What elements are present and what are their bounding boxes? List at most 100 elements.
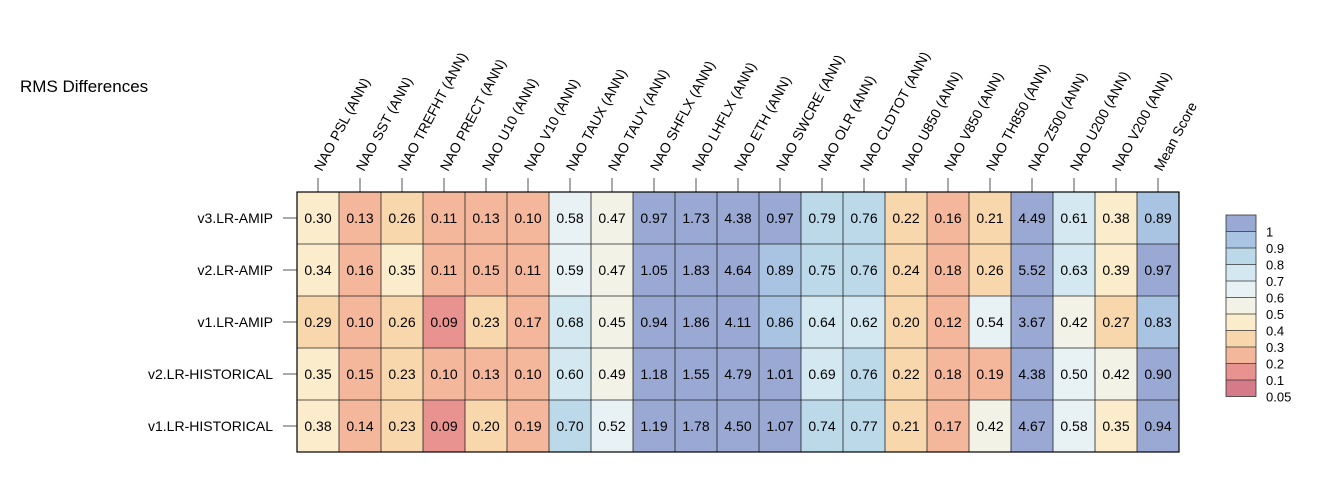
cell-value-label: 0.20 (472, 418, 499, 434)
cell-value-label: 0.52 (598, 418, 625, 434)
cell-value-label: 0.26 (388, 210, 415, 226)
heatmap-cells: 0.30 0.13 0.26 0.11 0.13 0.10 0.58 0.47 0.97 1.73… (296, 191, 1180, 453)
colorbar-swatch (1226, 264, 1256, 281)
heatmap-cell (759, 348, 801, 400)
cell-value-label: 0.39 (1102, 262, 1129, 278)
colorbar-swatch (1226, 330, 1256, 347)
cell-value-label: 0.35 (304, 366, 331, 382)
colorbar-label: 1 (1266, 225, 1273, 240)
cell-value-label: 0.21 (976, 210, 1003, 226)
column-labels: NAO PSL (ANN)NAO SST (ANN)NAO TREFHT (AN… (311, 49, 1200, 192)
heatmap-cell (339, 296, 381, 348)
heatmap-cell (297, 244, 339, 296)
heatmap-cell (507, 348, 549, 400)
cell-value-label: 1.83 (682, 262, 709, 278)
cell-value-label: 0.49 (598, 366, 625, 382)
cell-value-label: 4.38 (1018, 366, 1045, 382)
cell-value-label: 0.97 (640, 210, 667, 226)
cell-value-label: 1.18 (640, 366, 667, 382)
heatmap-cell (885, 400, 927, 452)
cell-value-label: 0.27 (1102, 314, 1129, 330)
cell-value-label: 0.47 (598, 210, 625, 226)
colorbar-swatch (1226, 215, 1256, 232)
cell-value-label: 0.24 (892, 262, 919, 278)
heatmap-cell (969, 244, 1011, 296)
cell-value-label: 0.76 (850, 262, 877, 278)
cell-value-label: 0.94 (640, 314, 667, 330)
cell-value-label: 1.73 (682, 210, 709, 226)
heatmap-cell (1011, 192, 1053, 244)
heatmap-cell (465, 348, 507, 400)
heatmap-cell (927, 192, 969, 244)
heatmap-cell (507, 192, 549, 244)
cell-value-label: 0.54 (976, 314, 1003, 330)
cell-value-label: 0.89 (1144, 210, 1171, 226)
heatmap-cell (1137, 400, 1179, 452)
cell-value-label: 0.94 (1144, 418, 1171, 434)
cell-value-label: 4.79 (724, 366, 751, 382)
cell-value-label: 0.20 (892, 314, 919, 330)
heatmap-cell (381, 348, 423, 400)
colorbar-label: 0.9 (1266, 241, 1284, 256)
heatmap-cell (1011, 244, 1053, 296)
colorbar-swatch (1226, 297, 1256, 314)
row-labels: v3.LR-AMIP v2.LR-AMIP v1.LR-AMIP v2.LR-HIST… (148, 210, 297, 434)
cell-value-label: 1.01 (766, 366, 793, 382)
row-label: v2.LR-HISTORICAL (148, 366, 273, 382)
heatmap-cell (591, 348, 633, 400)
heatmap-cell (591, 296, 633, 348)
heatmap-cell (549, 192, 591, 244)
heatmap-cell (759, 296, 801, 348)
heatmap-cell (1095, 244, 1137, 296)
heatmap-cell (339, 192, 381, 244)
heatmap-cell (969, 348, 1011, 400)
heatmap-cell (885, 192, 927, 244)
heatmap-cell (1011, 296, 1053, 348)
heatmap-cell (759, 400, 801, 452)
colorbar-label: 0.5 (1266, 307, 1284, 322)
cell-value-label: 0.17 (514, 314, 541, 330)
cell-value-label: 0.83 (1144, 314, 1171, 330)
cell-value-label: 0.21 (892, 418, 919, 434)
heatmap-cell (1053, 400, 1095, 452)
cell-value-label: 0.61 (1060, 210, 1087, 226)
heatmap-cell (1137, 296, 1179, 348)
heatmap-cell (591, 192, 633, 244)
cell-value-label: 0.35 (388, 262, 415, 278)
cell-value-label: 0.89 (766, 262, 793, 278)
colorbar-label: 0.1 (1266, 373, 1284, 388)
heatmap-cell (339, 348, 381, 400)
row-label: v2.LR-AMIP (198, 262, 273, 278)
cell-value-label: 4.50 (724, 418, 751, 434)
heatmap-cell (675, 400, 717, 452)
heatmap-cell (1095, 296, 1137, 348)
heatmap-cell (843, 192, 885, 244)
colorbar-swatch (1226, 314, 1256, 331)
heatmap-cell (675, 296, 717, 348)
heatmap-cell (801, 348, 843, 400)
cell-value-label: 0.86 (766, 314, 793, 330)
heatmap-cell (969, 400, 1011, 452)
heatmap-cell (633, 348, 675, 400)
heatmap-cell (969, 192, 1011, 244)
cell-value-label: 0.42 (1060, 314, 1087, 330)
heatmap-cell (297, 192, 339, 244)
heatmap-cell (717, 192, 759, 244)
cell-value-label: 0.18 (934, 366, 961, 382)
cell-value-label: 0.76 (850, 210, 877, 226)
heatmap-cell (927, 296, 969, 348)
cell-value-label: 0.34 (304, 262, 331, 278)
cell-value-label: 0.77 (850, 418, 877, 434)
heatmap-cell (633, 244, 675, 296)
cell-value-label: 0.45 (598, 314, 625, 330)
heatmap-cell (675, 192, 717, 244)
cell-value-label: 0.11 (431, 210, 457, 226)
cell-value-label: 0.16 (934, 210, 961, 226)
cell-value-label: 5.52 (1018, 262, 1045, 278)
cell-value-label: 0.58 (1060, 418, 1087, 434)
colorbar-swatch (1226, 281, 1256, 298)
heatmap-cell (927, 348, 969, 400)
heatmap-cell (843, 244, 885, 296)
cell-value-label: 0.23 (472, 314, 499, 330)
